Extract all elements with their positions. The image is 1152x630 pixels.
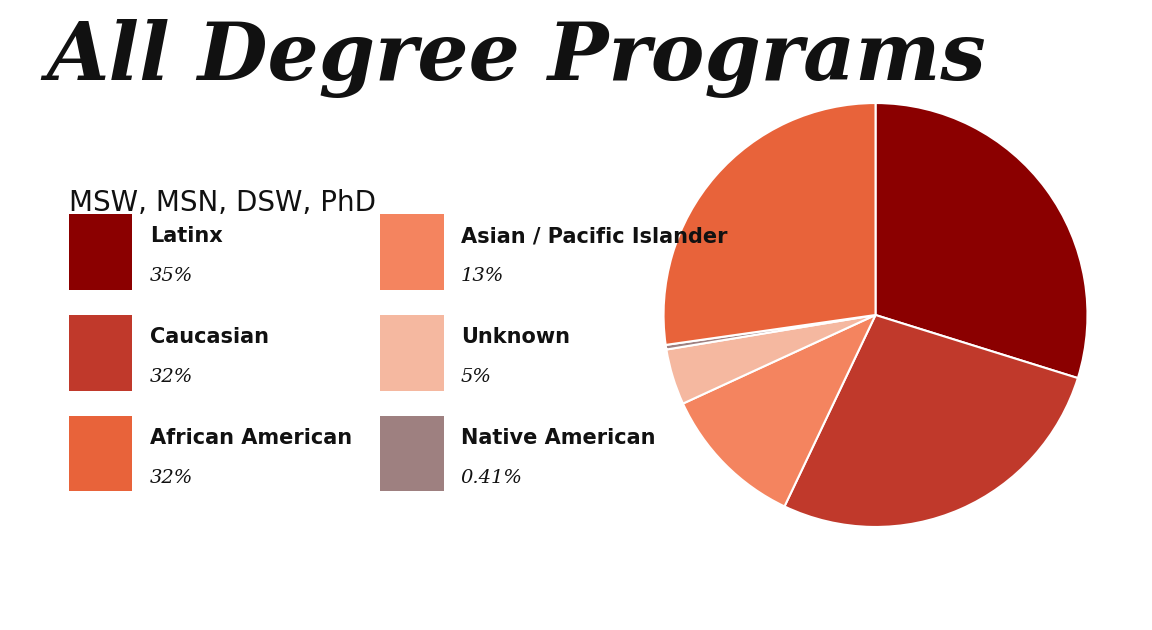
- Text: 35%: 35%: [150, 267, 194, 285]
- Text: MSW, MSN, DSW, PhD: MSW, MSN, DSW, PhD: [69, 189, 376, 217]
- Text: Unknown: Unknown: [461, 327, 570, 347]
- Text: 5%: 5%: [461, 368, 492, 386]
- Text: 32%: 32%: [150, 368, 194, 386]
- Text: 32%: 32%: [150, 469, 194, 486]
- Text: 13%: 13%: [461, 267, 505, 285]
- Text: Native American: Native American: [461, 428, 655, 448]
- Wedge shape: [785, 315, 1078, 527]
- Wedge shape: [664, 103, 876, 345]
- Text: African American: African American: [150, 428, 351, 448]
- Wedge shape: [683, 315, 876, 507]
- Wedge shape: [666, 315, 876, 350]
- Text: All Degree Programs: All Degree Programs: [46, 19, 986, 98]
- Text: Asian / Pacific Islander: Asian / Pacific Islander: [461, 226, 727, 246]
- Wedge shape: [876, 103, 1087, 378]
- Wedge shape: [666, 315, 876, 404]
- Text: Caucasian: Caucasian: [150, 327, 268, 347]
- Text: 0.41%: 0.41%: [461, 469, 523, 486]
- Text: Latinx: Latinx: [150, 226, 222, 246]
